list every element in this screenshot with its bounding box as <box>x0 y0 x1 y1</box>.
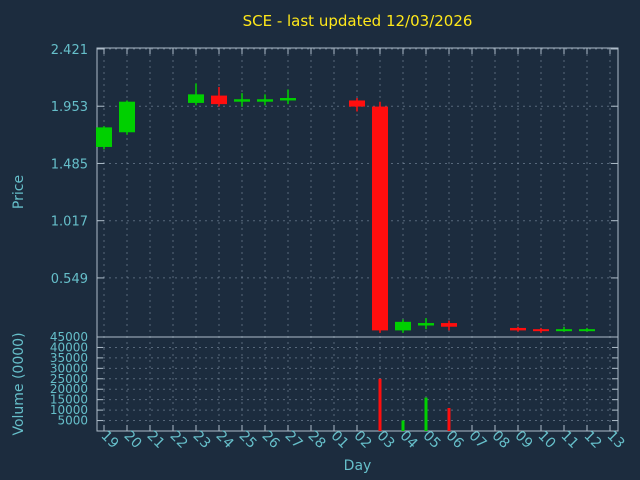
svg-text:1.953: 1.953 <box>51 100 88 115</box>
svg-text:30000: 30000 <box>50 361 88 375</box>
svg-text:15000: 15000 <box>50 393 88 407</box>
svg-text:24: 24 <box>213 428 237 452</box>
svg-text:35000: 35000 <box>50 351 88 365</box>
svg-text:26: 26 <box>259 428 283 452</box>
svg-text:10000: 10000 <box>50 403 88 417</box>
svg-text:2.421: 2.421 <box>51 43 88 58</box>
svg-text:5000: 5000 <box>57 414 88 428</box>
svg-text:1.485: 1.485 <box>51 157 88 172</box>
svg-text:0.549: 0.549 <box>51 272 88 287</box>
chart-title: SCE - last updated 12/03/2026 <box>242 12 473 30</box>
svg-text:04: 04 <box>397 428 421 452</box>
day-axis-label: Day <box>343 458 372 474</box>
svg-text:25000: 25000 <box>50 372 88 386</box>
svg-text:20000: 20000 <box>50 382 88 396</box>
svg-text:40000: 40000 <box>50 340 88 354</box>
svg-text:06: 06 <box>443 428 467 452</box>
svg-text:45000: 45000 <box>50 330 88 344</box>
svg-text:1.017: 1.017 <box>51 215 88 230</box>
